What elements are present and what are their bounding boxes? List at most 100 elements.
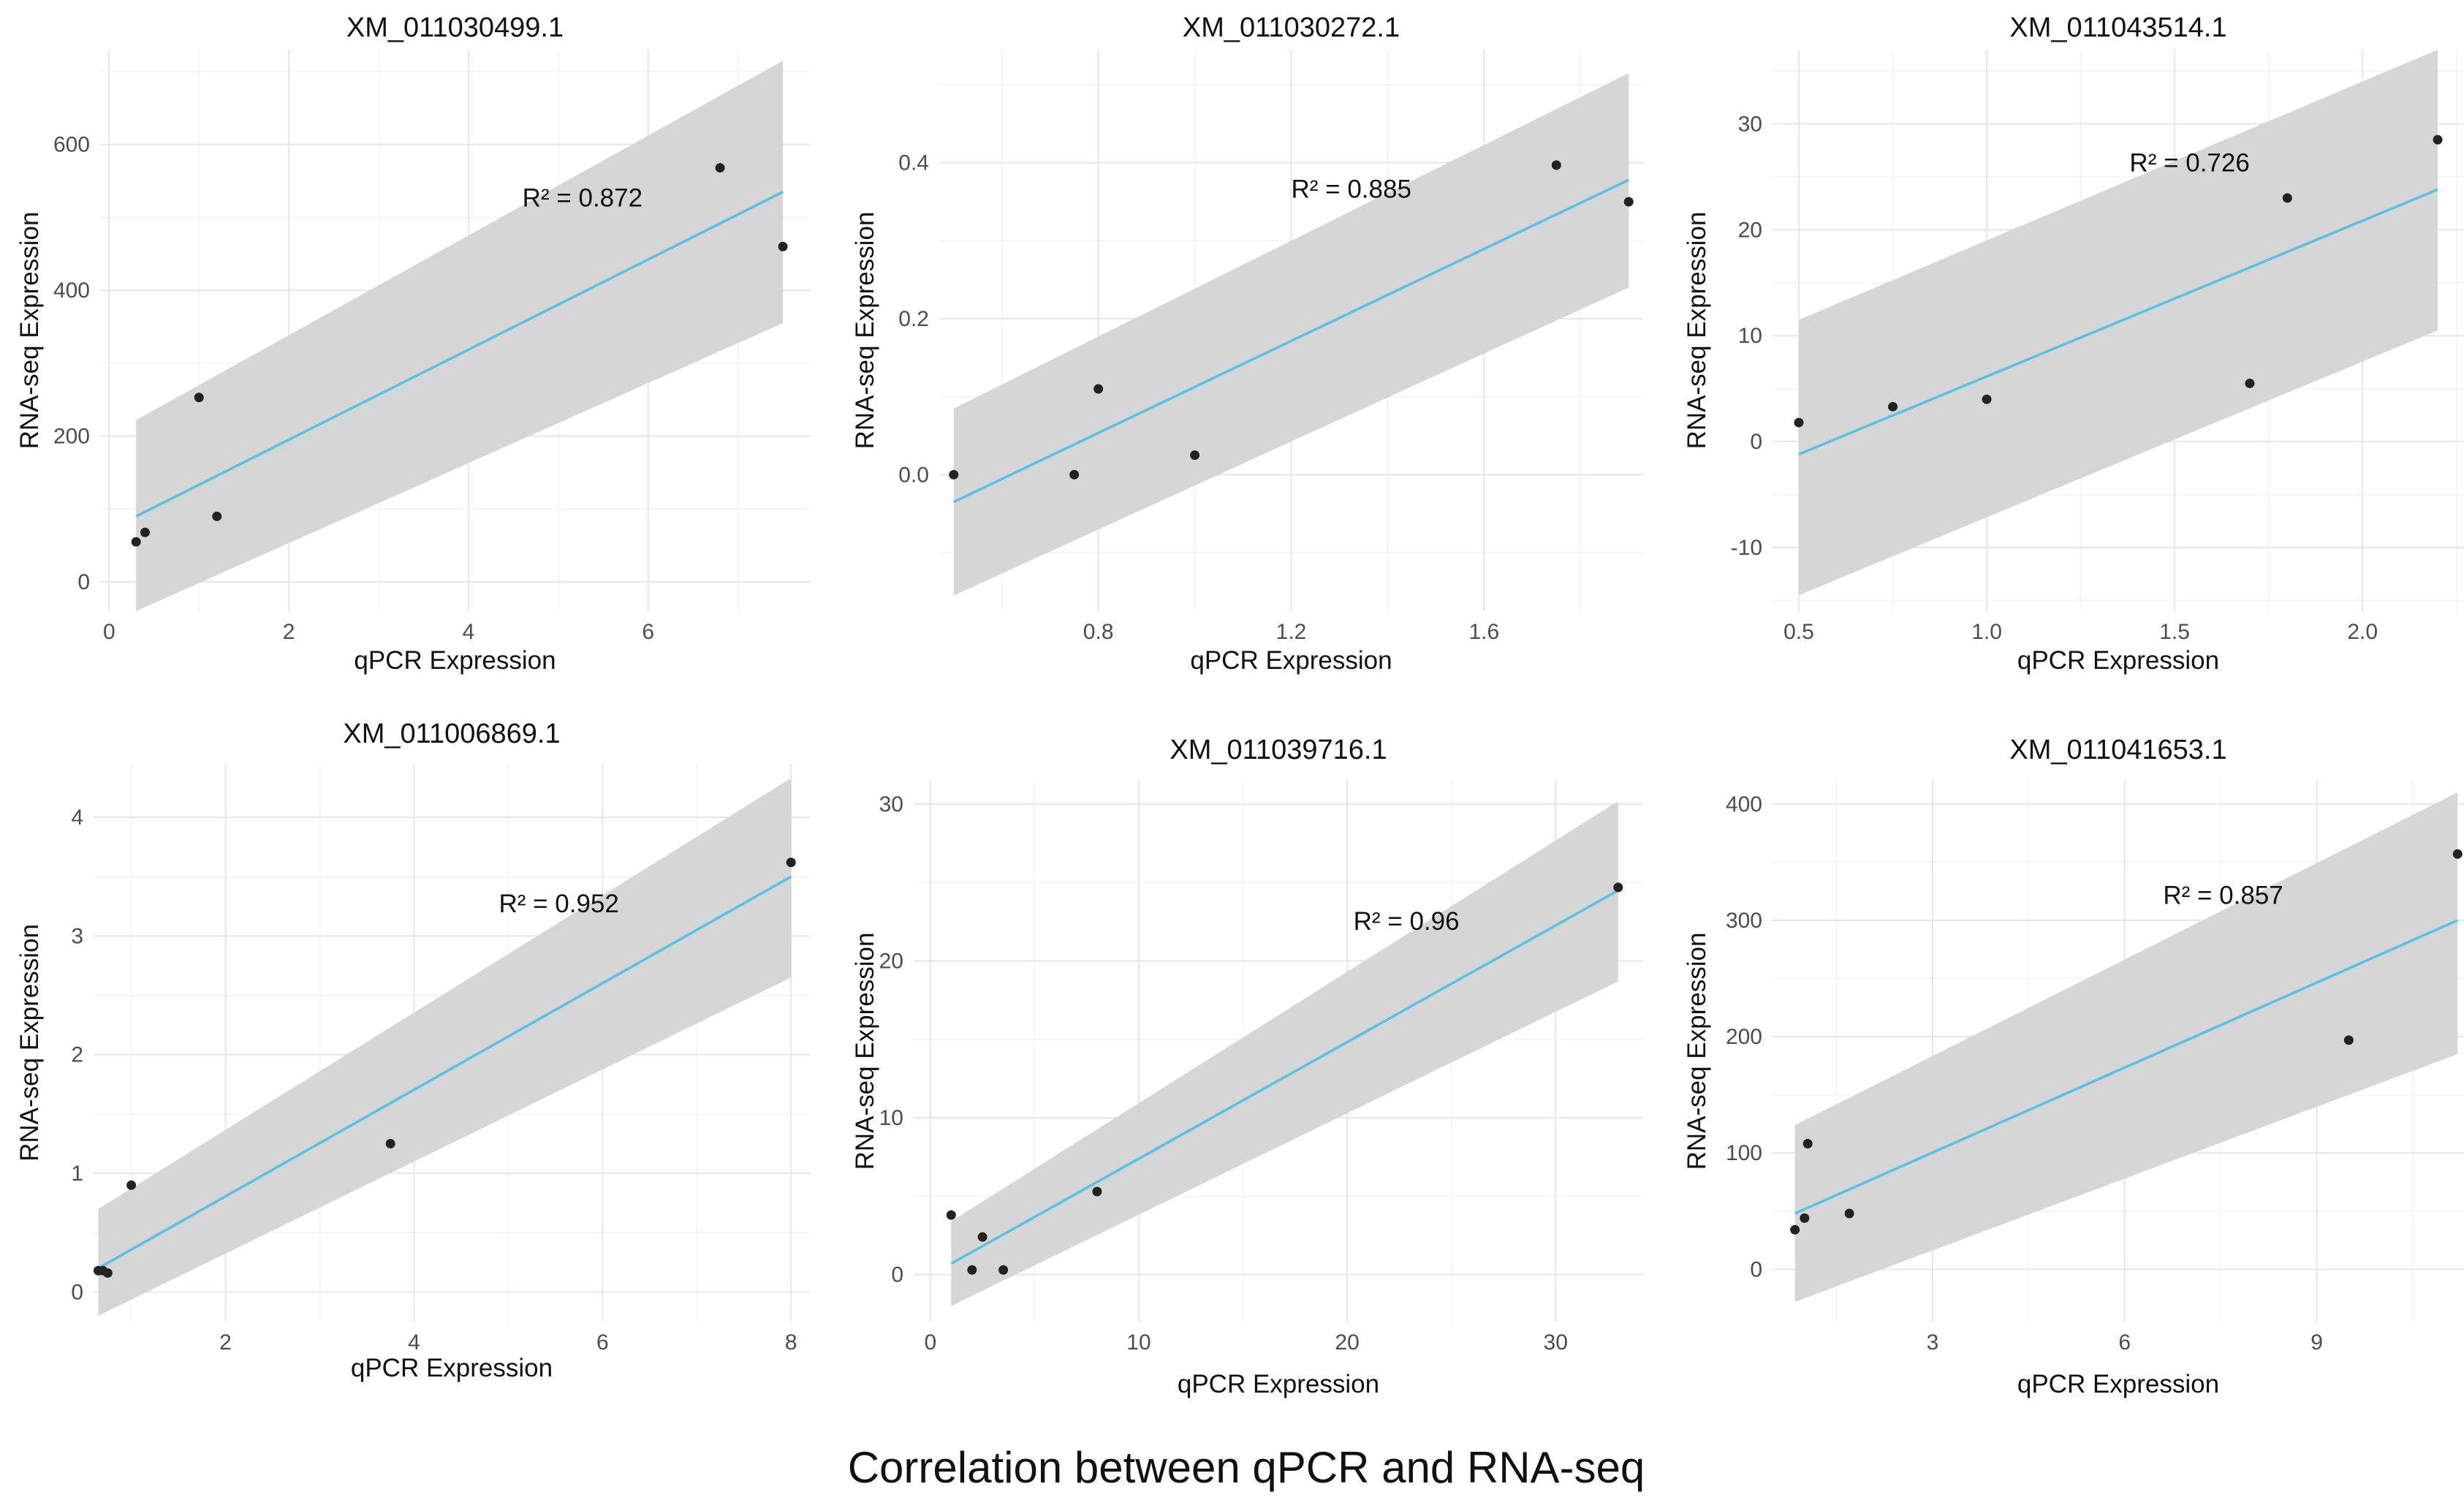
y-axis-label: RNA-seq Expression [1683,212,1711,450]
y-tick-label: 30 [879,792,903,817]
data-point [126,1180,137,1190]
data-point [1888,401,1898,412]
x-tick-label: 0.5 [1783,620,1814,644]
x-tick-label: 1.6 [1468,620,1499,644]
r-squared-label: R² = 0.726 [2129,149,2249,178]
confidence-band [1794,792,2458,1302]
regression-line [950,889,1619,1265]
panel-title: XM_011041653.1 [2009,735,2226,765]
data-point [1982,394,1992,404]
x-tick-label: 4 [408,1330,420,1355]
y-tick-label: 200 [1726,1025,1762,1049]
chart-panel-3: 0.5 1.0 1.5 2.0 -10 0 10 20 30 XM_011043514.1 qPCR… [1683,12,2464,675]
y-tick-label: 2 [71,1043,83,1067]
data-point [2343,1035,2354,1045]
data-point [977,1232,988,1242]
chart-panel-6: 3 6 9 0 100 200 300 400 XM_011041653.1 qPCR Expre… [1683,735,2464,1398]
x-tick-label: 1.2 [1276,620,1307,644]
data-point [1092,1186,1102,1197]
x-tick-label: 0 [103,620,115,644]
y-tick-label: 0.4 [898,151,929,175]
r-squared-label: R² = 0.885 [1292,175,1411,204]
x-tick-label: 4 [463,620,475,644]
x-axis-label: qPCR Expression [354,646,556,675]
x-tick-label: 20 [1335,1330,1359,1355]
y-tick-label: 0 [1750,1257,1762,1281]
data-point [212,511,222,521]
data-point [946,1210,956,1220]
regression-line [953,178,1629,504]
y-tick-label: 10 [879,1106,903,1130]
x-tick-label: 2 [219,1330,232,1355]
confidence-band [951,800,1618,1306]
y-axis-label: RNA-seq Expression [15,924,44,1162]
y-axis-label: RNA-seq Expression [15,212,44,450]
data-point [2245,378,2255,388]
data-point [1800,1213,1810,1223]
chart-panel-5: 0 10 20 30 0 10 20 30 XM_011039716.1 qPCR Express… [851,735,1643,1398]
r-squared-label: R² = 0.872 [523,183,642,212]
x-tick-label: 9 [2311,1330,2323,1355]
data-point [194,393,204,403]
data-point [1794,417,1804,428]
y-tick-label: 0.2 [898,307,929,331]
figure-title: Correlation between qPCR and RNA-seq [848,1443,1645,1492]
data-point [967,1265,977,1275]
panel-title: XM_011030272.1 [1183,12,1400,43]
x-tick-label: 8 [785,1330,797,1355]
data-point [1790,1224,1800,1235]
data-point [1190,450,1200,461]
y-axis-label: RNA-seq Expression [851,212,879,450]
x-tick-label: 6 [596,1330,609,1355]
y-tick-label: 1 [71,1162,83,1186]
data-point [778,241,788,251]
r-squared-label: R² = 0.857 [2163,882,2283,910]
data-point [385,1138,395,1148]
confidence-band [136,60,784,611]
data-point [1623,197,1634,207]
x-tick-label: 6 [642,620,654,644]
y-tick-label: 20 [879,950,903,974]
x-tick-label: 1.0 [1971,620,2002,644]
y-tick-label: 10 [1738,324,1762,348]
panel-title: XM_011030499.1 [346,12,564,43]
y-tick-label: 0 [891,1263,903,1287]
data-point [1551,160,1561,170]
data-point [1844,1208,1854,1219]
data-point [140,527,150,537]
x-tick-label: 0 [924,1330,936,1355]
data-point [949,469,959,480]
y-tick-label: 400 [53,279,90,303]
data-point [102,1268,113,1278]
regression-line [97,875,792,1270]
y-tick-label: 600 [53,133,90,157]
x-tick-label: 6 [2118,1330,2131,1355]
chart-panel-1: 0 2 4 6 0 200 400 600 XM_011030499.1 qPCR Express… [15,12,810,675]
y-tick-label: 0 [77,570,90,594]
y-tick-label: 0 [1750,430,1762,454]
chart-panel-2: 0.8 1.2 1.6 0.0 0.2 0.4 XM_011030272.1 qPCR Exp… [851,12,1643,675]
x-tick-label: 2 [283,620,295,644]
data-point [2433,135,2443,145]
x-tick-label: 10 [1126,1330,1151,1355]
x-tick-label: 0.8 [1083,620,1114,644]
chart-panel-4: 2 4 6 8 0 1 2 3 4 XM_011006869.1 qPCR Expression RN… [15,719,810,1382]
y-tick-label: 0.0 [898,463,929,487]
data-point [1093,384,1104,394]
y-tick-label: 300 [1726,909,1762,933]
data-point [786,857,796,868]
panel-title: XM_011006869.1 [343,719,560,749]
confidence-band [98,778,792,1316]
r-squared-label: R² = 0.952 [499,890,618,918]
x-tick-label: 30 [1544,1330,1568,1355]
y-tick-label: 400 [1726,792,1762,817]
regression-line [1798,188,2438,456]
regression-line [1794,919,2458,1215]
x-tick-label: 1.5 [2159,620,2190,644]
data-point [715,163,725,173]
r-squared-label: R² = 0.96 [1354,907,1460,936]
regression-line [135,190,784,518]
confidence-band [953,73,1629,596]
